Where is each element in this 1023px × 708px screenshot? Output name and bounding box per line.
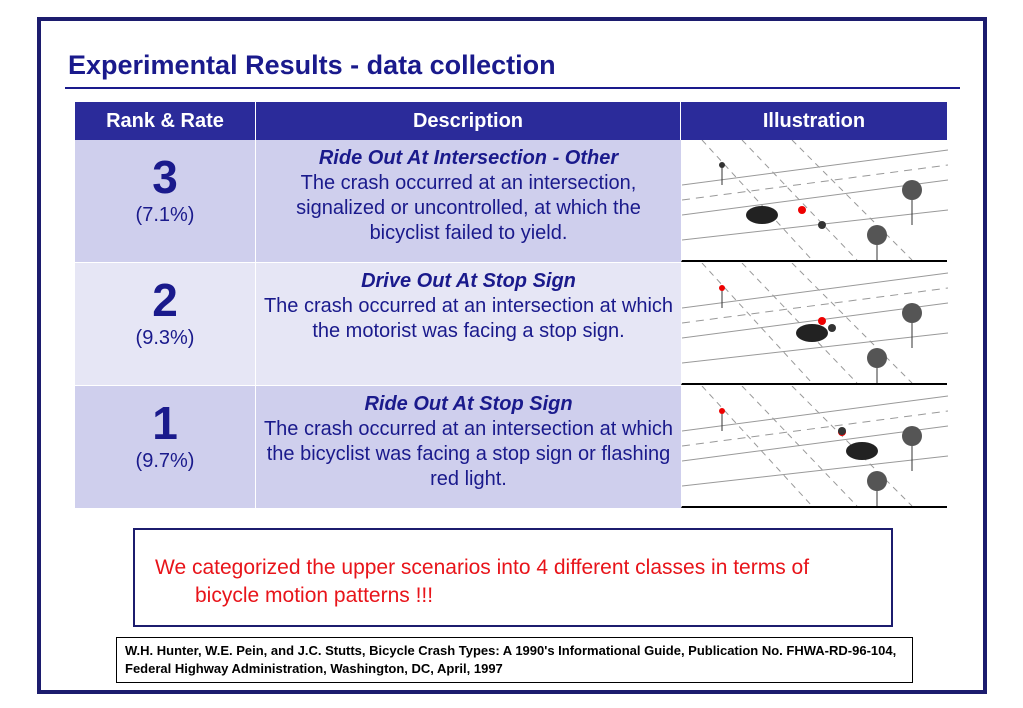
rank: 3 bbox=[152, 151, 178, 203]
rate: (9.3%) bbox=[135, 327, 195, 349]
note: We categorized the upper scenarios into … bbox=[133, 528, 893, 627]
rank: 2 bbox=[152, 274, 178, 326]
header-cell: Rank & Rate bbox=[75, 102, 256, 140]
illustration bbox=[681, 139, 949, 261]
header-cell: Description bbox=[256, 102, 681, 140]
rank-cell: 2 (9.3%) bbox=[75, 263, 256, 385]
illustration bbox=[681, 385, 949, 507]
rank-cell: 1 (9.7%) bbox=[75, 386, 256, 508]
illustration-cell bbox=[681, 262, 949, 385]
description-title: Drive Out At Stop Sign bbox=[361, 270, 576, 292]
description-text: The crash occurred at an intersection at… bbox=[263, 418, 674, 490]
header-cell: Illustration bbox=[681, 102, 947, 140]
illustration-cell bbox=[681, 139, 949, 262]
rate: (9.7%) bbox=[135, 450, 195, 472]
rate: (7.1%) bbox=[135, 204, 195, 226]
description-cell: Ride Out At Stop Sign The crash occurred … bbox=[256, 386, 681, 508]
description-cell: Ride Out At Intersection - Other The cras… bbox=[256, 140, 681, 262]
description-text: The crash occurred at an intersection at… bbox=[263, 295, 674, 342]
slide-title: Experimental Results - data collection bbox=[68, 50, 556, 80]
rank-cell: 3 (7.1%) bbox=[75, 140, 256, 262]
description-cell: Drive Out At Stop Sign The crash occurred… bbox=[256, 263, 681, 385]
illustration-cell bbox=[681, 385, 949, 508]
illustration bbox=[681, 262, 949, 384]
title-rule bbox=[65, 87, 960, 89]
description-title: Ride Out At Intersection - Other bbox=[318, 147, 619, 169]
description-text: The crash occurred at an intersection, s… bbox=[296, 172, 641, 244]
reference: W.H. Hunter, W.E. Pein, and J.C. Stutts,… bbox=[116, 637, 913, 683]
slide-frame bbox=[37, 17, 987, 694]
rank: 1 bbox=[152, 397, 178, 449]
description-title: Ride Out At Stop Sign bbox=[364, 393, 573, 415]
